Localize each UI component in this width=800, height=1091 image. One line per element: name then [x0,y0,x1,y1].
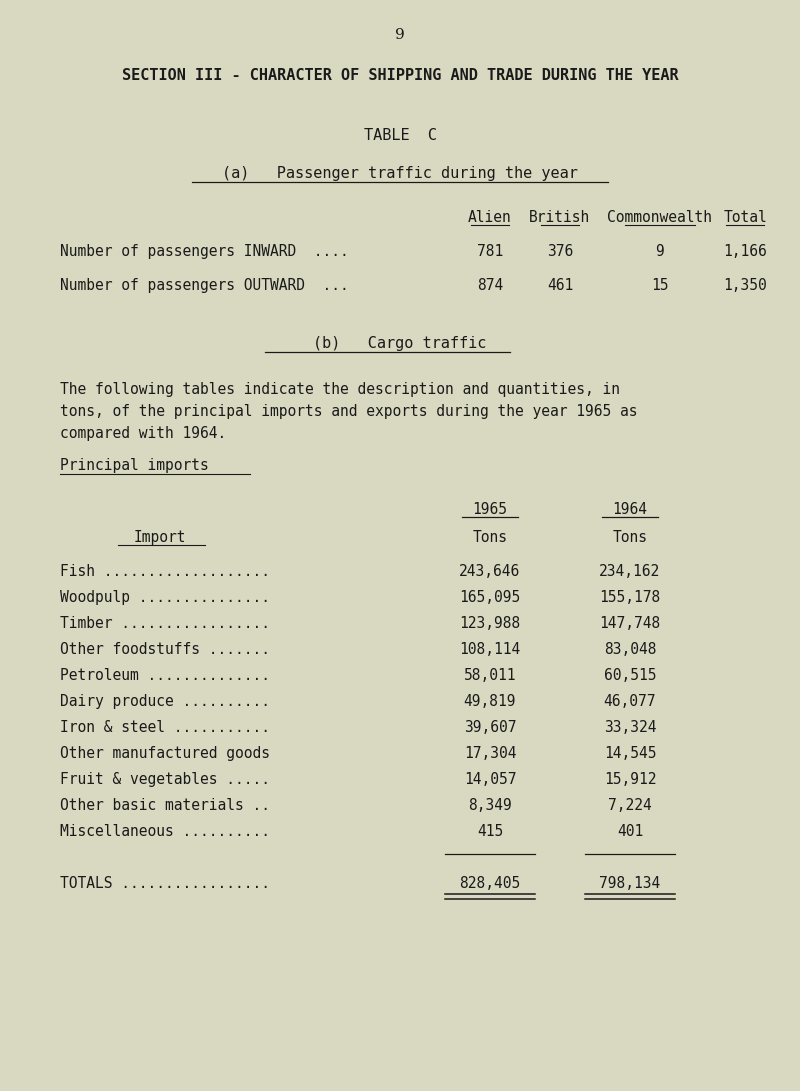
Text: 376: 376 [547,244,573,259]
Text: 7,224: 7,224 [608,798,652,813]
Text: 15,912: 15,912 [604,772,656,787]
Text: 401: 401 [617,824,643,839]
Text: 234,162: 234,162 [599,564,661,579]
Text: 123,988: 123,988 [459,616,521,631]
Text: 874: 874 [477,278,503,293]
Text: 83,048: 83,048 [604,642,656,657]
Text: Other foodstuffs .......: Other foodstuffs ....... [60,642,270,657]
Text: 39,607: 39,607 [464,720,516,735]
Text: 14,545: 14,545 [604,746,656,762]
Text: Principal imports: Principal imports [60,458,209,473]
Text: (a)   Passenger traffic during the year: (a) Passenger traffic during the year [222,166,578,181]
Text: 461: 461 [547,278,573,293]
Text: 58,011: 58,011 [464,668,516,683]
Text: 243,646: 243,646 [459,564,521,579]
Text: 798,134: 798,134 [599,876,661,891]
Text: Fruit & vegetables .....: Fruit & vegetables ..... [60,772,270,787]
Text: 9: 9 [656,244,664,259]
Text: (b)   Cargo traffic: (b) Cargo traffic [314,336,486,351]
Text: 14,057: 14,057 [464,772,516,787]
Text: 1,166: 1,166 [723,244,767,259]
Text: SECTION III - CHARACTER OF SHIPPING AND TRADE DURING THE YEAR: SECTION III - CHARACTER OF SHIPPING AND … [122,68,678,83]
Text: TABLE  C: TABLE C [363,128,437,143]
Text: Petroleum ..............: Petroleum .............. [60,668,270,683]
Text: Commonwealth: Commonwealth [607,209,713,225]
Text: 46,077: 46,077 [604,694,656,709]
Text: Tons: Tons [613,530,647,546]
Text: 15: 15 [651,278,669,293]
Text: 1,350: 1,350 [723,278,767,293]
Text: Fish ...................: Fish ................... [60,564,270,579]
Text: British: British [530,209,590,225]
Text: 781: 781 [477,244,503,259]
Text: 60,515: 60,515 [604,668,656,683]
Text: Number of passengers INWARD  ....: Number of passengers INWARD .... [60,244,349,259]
Text: Miscellaneous ..........: Miscellaneous .......... [60,824,270,839]
Text: 165,095: 165,095 [459,590,521,606]
Text: Import: Import [134,530,186,546]
Text: 1964: 1964 [613,502,647,517]
Text: 415: 415 [477,824,503,839]
Text: 147,748: 147,748 [599,616,661,631]
Text: Woodpulp ...............: Woodpulp ............... [60,590,270,606]
Text: 8,349: 8,349 [468,798,512,813]
Text: Total: Total [723,209,767,225]
Text: Tons: Tons [473,530,507,546]
Text: TOTALS .................: TOTALS ................. [60,876,270,891]
Text: 33,324: 33,324 [604,720,656,735]
Text: Timber .................: Timber ................. [60,616,270,631]
Text: 108,114: 108,114 [459,642,521,657]
Text: compared with 1964.: compared with 1964. [60,425,226,441]
Text: 828,405: 828,405 [459,876,521,891]
Text: 1965: 1965 [473,502,507,517]
Text: 49,819: 49,819 [464,694,516,709]
Text: Iron & steel ...........: Iron & steel ........... [60,720,270,735]
Text: The following tables indicate the description and quantities, in: The following tables indicate the descri… [60,382,620,397]
Text: 155,178: 155,178 [599,590,661,606]
Text: Number of passengers OUTWARD  ...: Number of passengers OUTWARD ... [60,278,349,293]
Text: 9: 9 [395,28,405,41]
Text: 17,304: 17,304 [464,746,516,762]
Text: Other basic materials ..: Other basic materials .. [60,798,270,813]
Text: tons, of the principal imports and exports during the year 1965 as: tons, of the principal imports and expor… [60,404,638,419]
Text: Alien: Alien [468,209,512,225]
Text: Dairy produce ..........: Dairy produce .......... [60,694,270,709]
Text: Other manufactured goods: Other manufactured goods [60,746,270,762]
